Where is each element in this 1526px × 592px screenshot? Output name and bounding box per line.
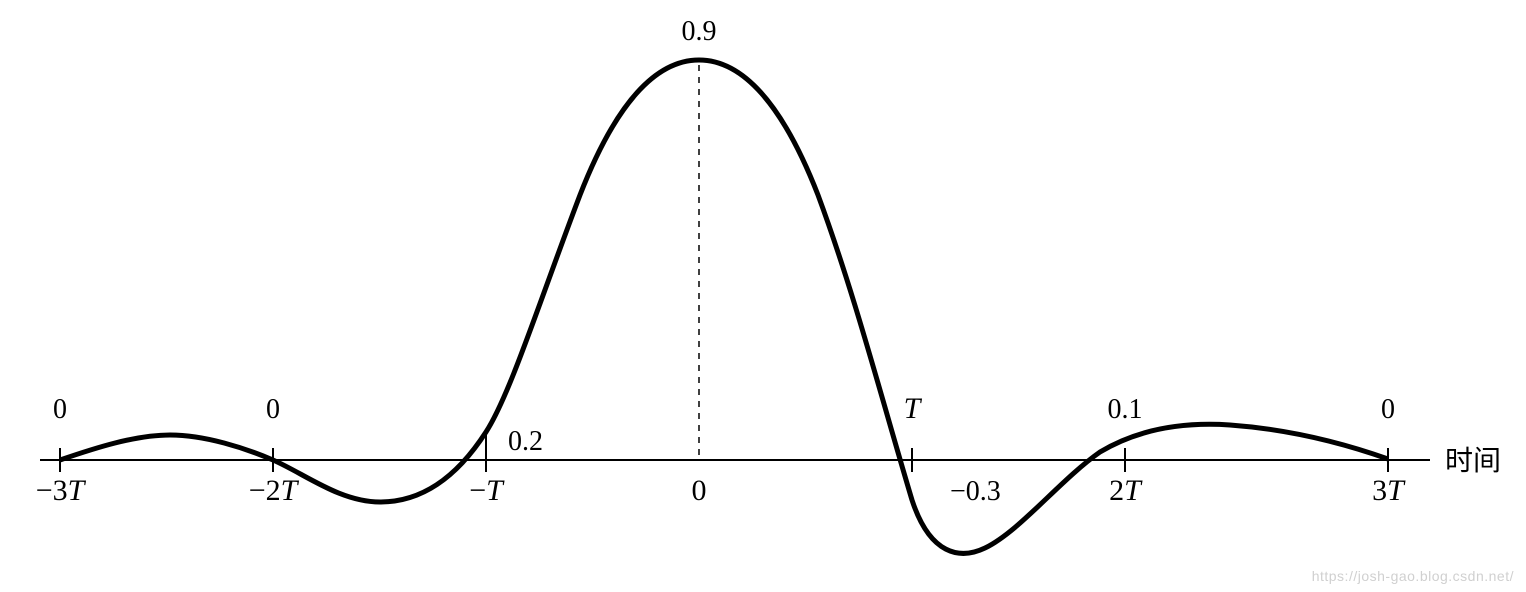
value-n3T: 0 bbox=[53, 394, 67, 425]
watermark: https://josh-gao.blog.csdn.net/ bbox=[1312, 568, 1514, 584]
ticklabel-3T: 3T bbox=[1372, 474, 1406, 507]
value-0: 0.9 bbox=[682, 16, 717, 47]
signal-chart: 0 0 0.2 0.9 −0.3 0.1 0 −3T −2T −T 0 T 2T… bbox=[0, 0, 1526, 592]
value-n2T: 0 bbox=[266, 394, 280, 425]
value-nT: 0.2 bbox=[508, 426, 543, 457]
value-T: −0.3 bbox=[950, 476, 1001, 507]
ticklabel-nT: −T bbox=[469, 474, 505, 507]
ticklabel-2T: 2T bbox=[1109, 474, 1143, 507]
ticklabel-n3T: −3T bbox=[36, 474, 87, 507]
x-ticks bbox=[60, 430, 1388, 472]
value-labels: 0 0 0.2 0.9 −0.3 0.1 0 bbox=[53, 16, 1395, 507]
value-3T: 0 bbox=[1381, 394, 1395, 425]
ticklabel-0: 0 bbox=[692, 474, 707, 507]
ticklabel-T: T bbox=[904, 392, 923, 425]
x-axis-label: 时间 bbox=[1445, 445, 1501, 477]
value-2T: 0.1 bbox=[1108, 394, 1143, 425]
ticklabel-n2T: −2T bbox=[249, 474, 300, 507]
